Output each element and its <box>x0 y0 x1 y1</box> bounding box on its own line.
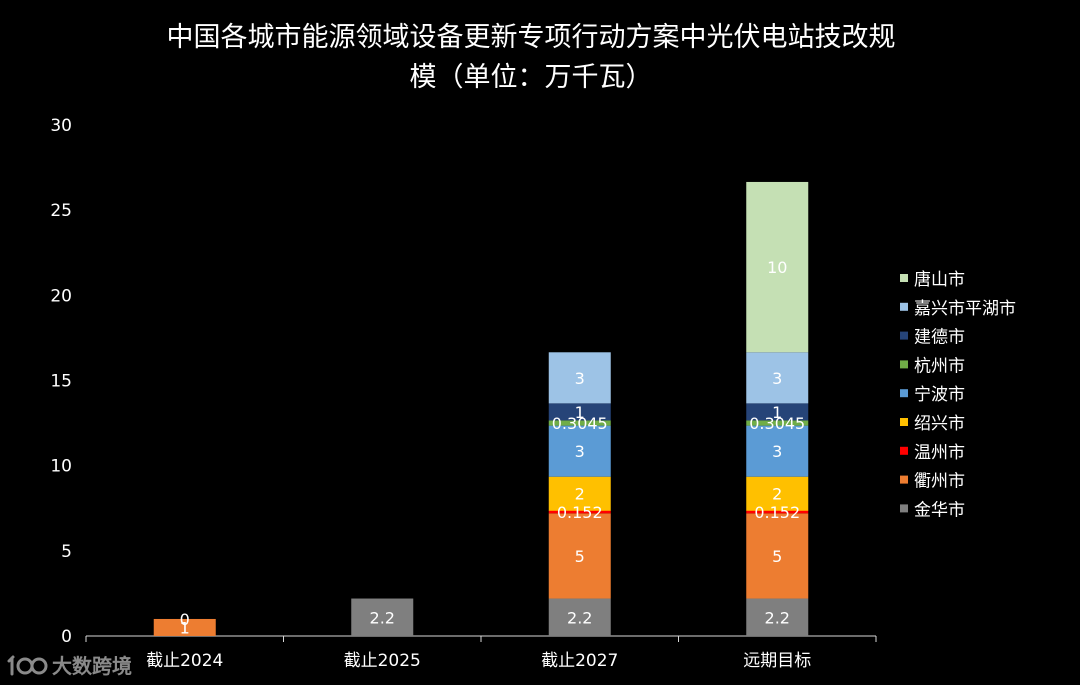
bar-segment <box>548 425 611 477</box>
bar-segment <box>153 618 216 636</box>
y-tick-label: 10 <box>50 457 72 477</box>
y-tick-label: 15 <box>50 372 72 392</box>
data-label: 3 <box>575 369 585 388</box>
chart-title-line-2: 模（单位：万千瓦） <box>410 62 653 93</box>
legend-swatch <box>900 389 908 398</box>
legend-swatch <box>900 331 908 340</box>
legend-label: 建德市 <box>914 328 965 348</box>
data-label: 1 <box>772 403 782 422</box>
100-logo-icon <box>7 655 48 676</box>
legend-swatch <box>900 418 908 426</box>
bar-segment <box>746 403 809 421</box>
legend-swatch <box>900 360 908 369</box>
bar-segment <box>746 476 809 511</box>
legend-swatch <box>900 274 908 282</box>
data-label: 0.3045 <box>749 414 805 433</box>
bar-segment <box>746 510 809 514</box>
legend-swatch <box>900 302 908 311</box>
bar-segment <box>746 425 809 477</box>
watermark-text: 大数跨境 <box>52 654 132 678</box>
data-label: 3 <box>772 369 782 388</box>
bar-segment <box>746 420 809 426</box>
bar-segment <box>746 598 809 636</box>
legend-label: 金华市 <box>914 500 965 520</box>
legend-swatch <box>900 446 908 455</box>
data-label: 0.152 <box>557 503 603 522</box>
legend-label: 绍兴市 <box>914 414 965 434</box>
legend-swatch <box>900 504 908 513</box>
legend-label: 宁波市 <box>914 385 965 405</box>
chart-title-line-1: 中国各城市能源领域设备更新专项行动方案中光伏电站技改规 <box>167 22 896 53</box>
bar-segment <box>548 513 611 599</box>
bar-segments <box>153 181 809 636</box>
legend-label: 温州市 <box>914 443 965 463</box>
category-label: 截止2025 <box>344 651 421 671</box>
legend-label: 杭州市 <box>914 356 965 376</box>
watermark: 大数跨境 <box>7 654 132 678</box>
category-label: 截止2024 <box>146 651 223 671</box>
data-label: 10 <box>767 258 787 277</box>
bar-segment <box>746 181 809 353</box>
legend-swatch <box>900 475 908 484</box>
category-label: 截止2027 <box>541 651 618 671</box>
y-tick-label: 0 <box>61 627 72 647</box>
bar-segment <box>548 352 611 404</box>
data-labels: 10 2.2 2.250.152230.3045132.250.152230.304… <box>180 258 806 637</box>
chart-title: 中国各城市能源领域设备更新专项行动方案中光伏电站技改规 模（单位：万千瓦） <box>167 22 896 93</box>
data-label: 0 <box>180 610 190 629</box>
bar-segment <box>351 598 414 636</box>
bar-segment <box>548 598 611 636</box>
bar-segment <box>746 513 809 599</box>
data-label: 0.152 <box>754 503 800 522</box>
data-label: 5 <box>772 547 782 566</box>
data-label: 5 <box>575 547 585 566</box>
data-label: 3 <box>772 442 782 461</box>
legend-label: 唐山市 <box>914 269 965 290</box>
data-label: 2.2 <box>370 608 395 627</box>
data-label: 3 <box>575 442 585 461</box>
y-tick-label: 30 <box>50 116 72 136</box>
data-label: 2 <box>575 485 585 504</box>
bar-segment <box>548 420 611 426</box>
bar-segment <box>548 476 611 511</box>
bar-segment <box>746 352 809 404</box>
data-label: 1 <box>180 618 190 637</box>
y-tick-label: 25 <box>50 201 72 221</box>
data-label: 2.2 <box>567 608 592 627</box>
chart-axes <box>85 635 877 642</box>
category-label: 远期目标 <box>743 651 811 671</box>
bar-segment <box>548 510 611 514</box>
y-tick-label: 5 <box>61 542 72 562</box>
legend-label: 衢州市 <box>914 471 965 492</box>
data-label: 0.3045 <box>552 414 608 433</box>
data-label: 1 <box>575 403 585 422</box>
data-label: 2 <box>772 485 782 504</box>
data-label: 2.2 <box>765 608 790 627</box>
legend-label: 嘉兴市平湖市 <box>914 299 1016 319</box>
bar-segment <box>548 403 611 421</box>
x-axis-categories: 截止2024 截止2025 截止2027 远期目标 <box>146 651 811 671</box>
y-tick-label: 20 <box>50 286 72 306</box>
y-axis-ticks: 0 5 10 15 20 25 30 <box>50 116 72 647</box>
